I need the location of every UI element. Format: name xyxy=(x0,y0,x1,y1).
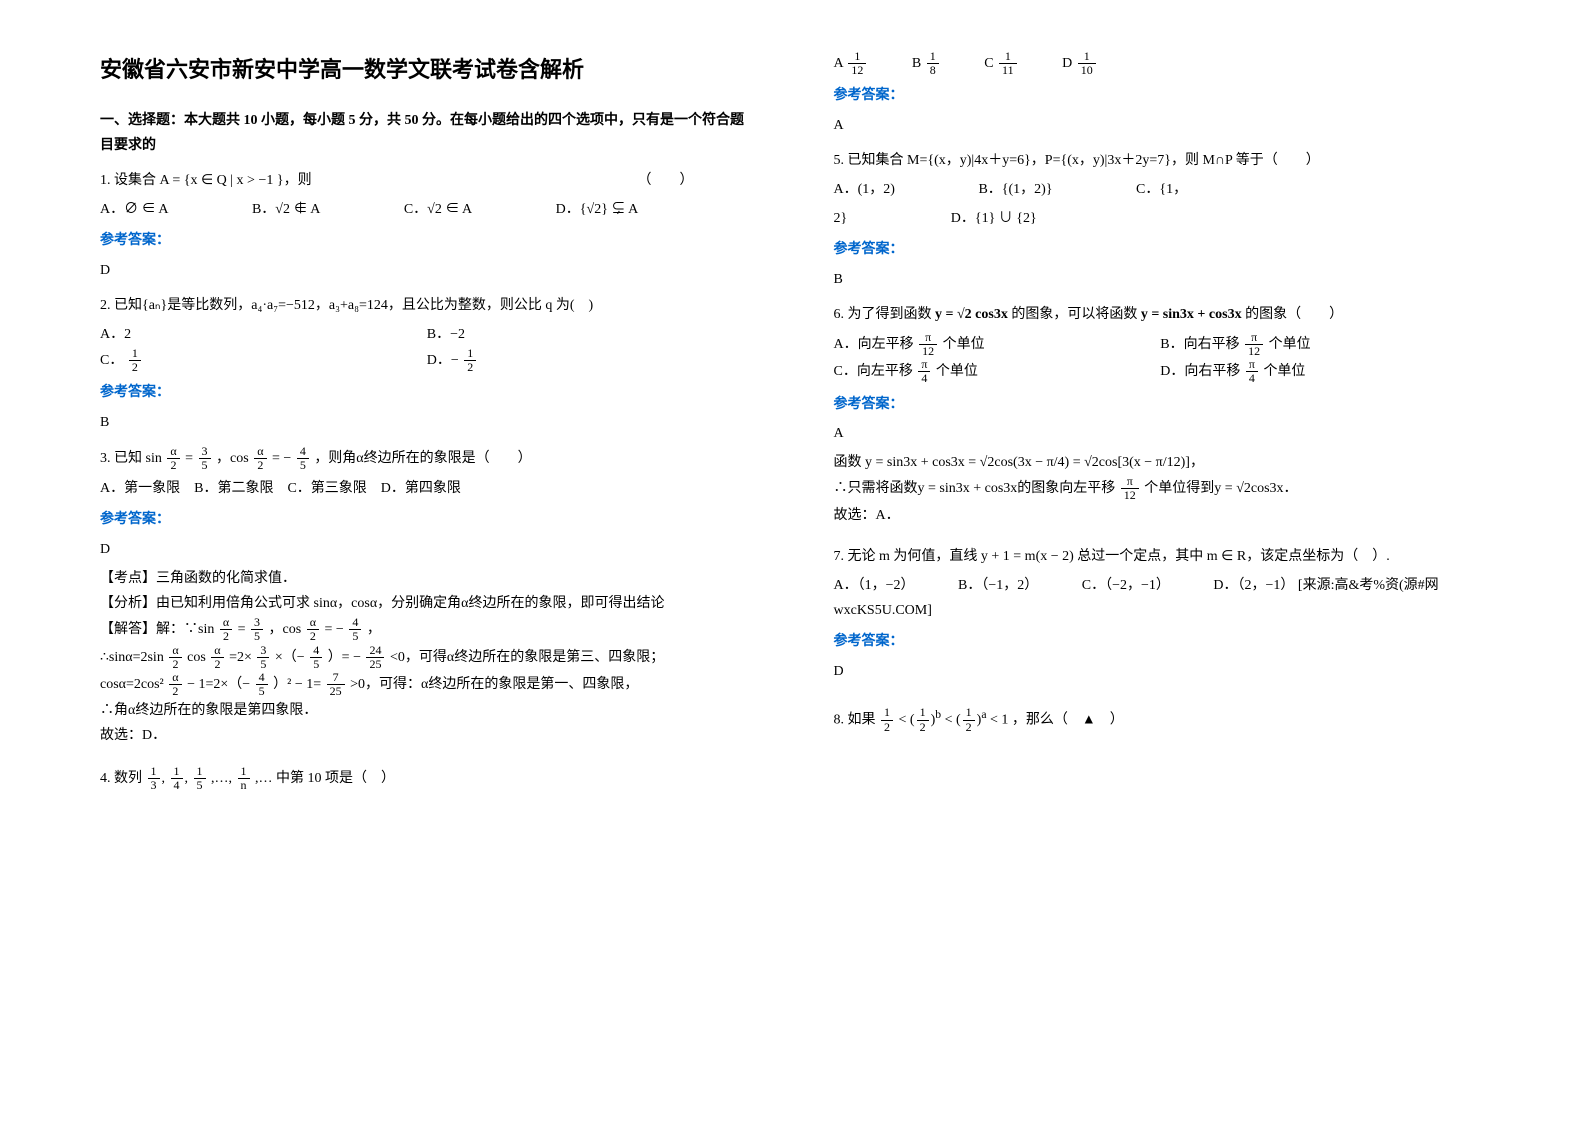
q3-kaodian: 【考点】三角函数的化简求值． xyxy=(100,566,754,591)
q4-opt-c: C 111 xyxy=(984,50,1018,77)
answer-label-2: 参考答案： xyxy=(100,380,754,405)
q2-frac-d: 12 xyxy=(464,347,476,374)
q4-options: A 112 B 18 C 111 D 110 xyxy=(834,50,1488,77)
question-1: 1. 设集合 A = {x ∈ Q | x > −1 }，则 （ ） xyxy=(100,168,754,193)
q4-opt-a: A 112 xyxy=(834,50,869,77)
q2-frac-c: 12 xyxy=(129,347,141,374)
exam-title: 安徽省六安市新安中学高一数学文联考试卷含解析 xyxy=(100,50,754,90)
left-column: 安徽省六安市新安中学高一数学文联考试卷含解析 一、选择题：本大题共 10 小题，… xyxy=(100,50,754,1072)
q6-answer: A xyxy=(834,421,1488,446)
q6-opt-c: C．向左平移 π4 个单位 xyxy=(834,358,1161,385)
q3-fenxi: 【分析】由已知利用倍角公式可求 sinα，cosα，分别确定角α终边所在的象限，… xyxy=(100,591,754,616)
q3-answer: D xyxy=(100,537,754,562)
q6-explain2: ∴只需将函数y = sin3x + cos3x的图象向左平移 π12 个单位得到… xyxy=(834,475,1488,502)
q1-options: A．∅ ∈ A B．√2 ∉ A C．√2 ∈ A D．{√2} ⊊ A xyxy=(100,197,754,222)
q5-opt-c: C．{1， xyxy=(1136,182,1187,197)
q2-opt-d: D．− 12 xyxy=(427,347,754,374)
q5-options: A．(1，2) B．{(1，2)} C．{1， xyxy=(834,177,1488,202)
q5-options-2: 2} D．{1} ∪ {2} xyxy=(834,206,1488,231)
q3-final: 故选：D． xyxy=(100,723,754,748)
q1-opt-a: A．∅ ∈ A xyxy=(100,197,168,222)
question-4: 4. 数列 13, 14, 15 ,…, 1n ,… 中第 10 项是（ ） xyxy=(100,765,754,792)
q1-answer: D xyxy=(100,258,754,283)
question-8: 8. 如果 12 < (12)b < (12)a < 1 ，那么（ ▲ ） xyxy=(834,704,1488,734)
q6-y1: y = √2 cos3x xyxy=(935,307,1008,322)
question-6: 6. 为了得到函数 y = √2 cos3x 的图象，可以将函数 y = sin… xyxy=(834,302,1488,327)
q1-opt-b: B．√2 ∉ A xyxy=(252,197,320,222)
q4-opt-d: D 110 xyxy=(1062,50,1098,77)
q6-explain1: 函数 y = sin3x + cos3x = √2cos(3x − π/4) =… xyxy=(834,450,1488,475)
q5-opt-b: B．{(1，2)} xyxy=(978,177,1052,202)
q6-final: 故选：A． xyxy=(834,503,1488,528)
q7-opt-b: B．（−1，2） xyxy=(958,573,1038,598)
q1-opt-d-prefix: D． xyxy=(556,202,580,217)
q2-answer: B xyxy=(100,410,754,435)
q3-options: A．第一象限 B．第二象限 C．第三象限 D．第四象限 xyxy=(100,476,754,501)
q3-jieda-line1: 【解答】解：∵sin α2 = 35 ，cos α2 = − 45 ， xyxy=(100,616,754,643)
q3-jieda-line2: ∴sinα=2sin α2 cos α2 =2× 35 ×（− 45 ）= − … xyxy=(100,644,754,671)
answer-label-3: 参考答案： xyxy=(100,507,754,532)
q7-opt-c: C．（−2，−1） xyxy=(1082,573,1170,598)
q2-options-row1: A．2 B．−2 xyxy=(100,322,754,347)
q1-text: 1. 设集合 A = {x ∈ Q | x > −1 }，则 xyxy=(100,173,312,188)
q6-opts-row1: A．向左平移 π12 个单位 B．向右平移 π12 个单位 xyxy=(834,331,1488,358)
answer-label-6: 参考答案： xyxy=(834,392,1488,417)
question-5: 5. 已知集合 M={(x，y)|4x＋y=6}，P={(x，y)|3x＋2y=… xyxy=(834,148,1488,173)
q5-opt-d: D．{1} ∪ {2} xyxy=(951,211,1037,226)
q6-opts-row2: C．向左平移 π4 个单位 D．向右平移 π4 个单位 xyxy=(834,358,1488,385)
q5-opt-c2: 2} xyxy=(834,211,848,226)
q7-eq: y + 1 = m(x − 2) xyxy=(981,549,1074,564)
q2-opt-b: B．−2 xyxy=(427,322,754,347)
q2-opt-c: C． 12 xyxy=(100,347,427,374)
q1-opt-d-set: {√2} ⊊ A xyxy=(580,202,638,217)
answer-label-7: 参考答案： xyxy=(834,629,1488,654)
q6-opt-d: D．向右平移 π4 个单位 xyxy=(1160,358,1487,385)
q6-y2: y = sin3x + cos3x xyxy=(1141,307,1242,322)
q6-opt-b: B．向右平移 π12 个单位 xyxy=(1160,331,1487,358)
question-7: 7. 无论 m 为何值，直线 y + 1 = m(x − 2) 总过一个定点，其… xyxy=(834,544,1488,569)
answer-label-4: 参考答案： xyxy=(834,83,1488,108)
q2-opt-a: A．2 xyxy=(100,322,427,347)
q7-answer: D xyxy=(834,659,1488,684)
question-3: 3. 已知 sin α2 = 35 ，cos α2 = − 45 ，则角α终边所… xyxy=(100,445,754,472)
right-column: A 112 B 18 C 111 D 110 参考答案： A 5. 已知集合 M… xyxy=(834,50,1488,1072)
q4-opt-b: B 18 xyxy=(912,50,941,77)
q1-paren: （ ） xyxy=(638,168,694,193)
section-1-header: 一、选择题：本大题共 10 小题，每小题 5 分，共 50 分。在每小题给出的四… xyxy=(100,108,754,158)
answer-label-1: 参考答案： xyxy=(100,228,754,253)
answer-label-5: 参考答案： xyxy=(834,237,1488,262)
q4-answer: A xyxy=(834,113,1488,138)
q5-answer: B xyxy=(834,267,1488,292)
q3-conclusion: ∴角α终边所在的象限是第四象限． xyxy=(100,698,754,723)
q2-options-row2: C． 12 D．− 12 xyxy=(100,347,754,374)
question-2: 2. 已知{aₙ}是等比数列，a₄·a₇=−512，a₃+a₈=124，且公比为… xyxy=(100,293,754,318)
q3-jieda-line3: cosα=2cos² α2 − 1=2×（− 45 ）² − 1= 725 >0… xyxy=(100,671,754,698)
q7-opt-a: A．（1，−2） xyxy=(834,573,915,598)
q7-options: A．（1，−2） B．（−1，2） C．（−2，−1） D．（2，−1） [来源… xyxy=(834,573,1488,623)
q1-opt-c: C．√2 ∈ A xyxy=(404,197,472,222)
q7-opt-d: D．（2，−1） xyxy=(1213,578,1294,593)
q6-opt-a: A．向左平移 π12 个单位 xyxy=(834,331,1161,358)
q5-opt-a: A．(1，2) xyxy=(834,177,895,202)
